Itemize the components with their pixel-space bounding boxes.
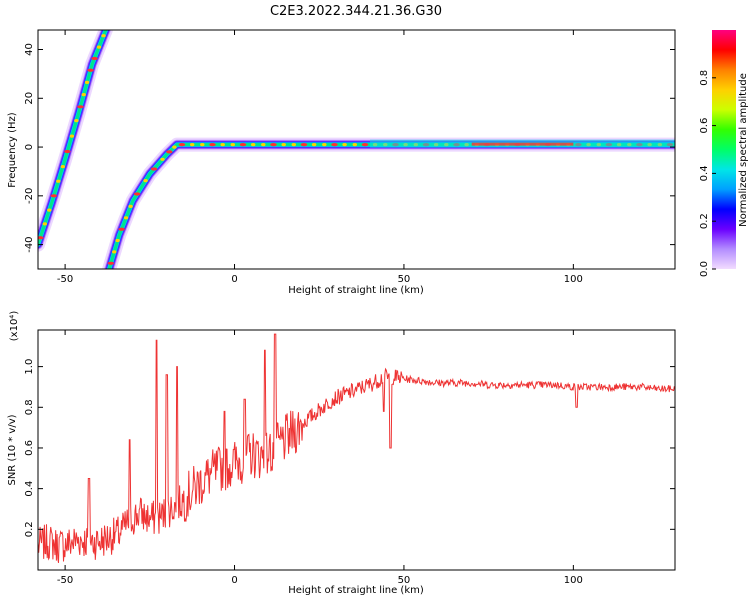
snr-y-tick-label: 0.4 xyxy=(24,481,35,497)
snr-y-tick-label: 0.2 xyxy=(24,521,35,537)
spectrogram-hotspot xyxy=(239,143,247,147)
snr-y-tick-label: 0.6 xyxy=(24,440,35,456)
snr-y-tick-label: 0.8 xyxy=(24,399,35,415)
snr-x-tick-label: 50 xyxy=(398,575,411,586)
snr-y-axis-label: SNR (10 * v/v) xyxy=(7,414,18,485)
spectrogram-hotspot xyxy=(172,145,177,149)
spectrogram-hotspot xyxy=(47,208,52,212)
spectrogram-hotspot xyxy=(69,134,75,138)
spectrogram-hotspot xyxy=(50,194,57,198)
spectrogram-hotspot xyxy=(87,68,94,72)
spectrogram-hotspot xyxy=(361,143,369,147)
spectrogram-hotspot xyxy=(281,143,286,147)
snr-x-tick-label: 0 xyxy=(231,575,237,586)
spectrogram-hotspot xyxy=(107,261,115,265)
spectrogram-panel: -50 0 50 100 -40 -20 0 20 40 Height of straight … xyxy=(7,29,676,296)
snr-series-line xyxy=(38,333,675,563)
spectrogram-x-axis-label: Height of straight line (km) xyxy=(288,285,424,296)
spectrogram-hotspot xyxy=(342,143,347,147)
snr-ticks: -50 0 50 100 0.2 0.4 0.6 0.8 1.0 xyxy=(24,330,675,586)
spectrogram-y-tick-label: -20 xyxy=(24,188,35,204)
snr-frame xyxy=(37,329,676,571)
spectrogram-hotspot xyxy=(42,222,47,226)
spectrogram-hotspot xyxy=(56,179,61,183)
spectrogram-hotspot xyxy=(91,56,98,61)
colorbar-gradient xyxy=(712,30,736,269)
spectrogram-x-tick-label: 100 xyxy=(564,274,583,285)
spectrogram-hotspot xyxy=(60,165,65,169)
colorbar-tick-label: 0.8 xyxy=(699,70,710,86)
spectrogram-hotspot xyxy=(77,105,84,109)
colorbar-tick-label: 0.6 xyxy=(699,118,710,134)
spectrogram-hotspot xyxy=(112,250,117,254)
spectrogram-hotspot xyxy=(160,157,165,161)
spectrogram-x-tick-label: -50 xyxy=(57,274,73,285)
snr-x-tick-label: 100 xyxy=(564,575,583,586)
colorbar: 0.0 0.2 0.4 0.6 0.8 Normalized spectral ampl… xyxy=(699,30,749,277)
spectrogram-hotspot xyxy=(133,192,141,196)
colorbar-tick-label: 0.4 xyxy=(699,165,710,181)
spectrogram-hotspot xyxy=(74,119,79,123)
spectrogram-hotspot xyxy=(220,143,225,147)
spectrogram-y-axis-label: Frequency (Hz) xyxy=(7,112,18,188)
spectrogram-frame xyxy=(37,29,676,270)
spectrogram-hotspot xyxy=(230,143,235,147)
spectrogram-hotspot xyxy=(166,150,173,154)
spectrogram-hotspot xyxy=(322,143,327,147)
spectrogram-hotspot xyxy=(64,149,71,154)
spectrogram-y-tick-label: 20 xyxy=(24,92,35,105)
colorbar-label: Normalized spectral amplitude xyxy=(738,73,749,227)
spectrogram-heat-layer xyxy=(38,30,675,269)
spectrogram-hotspot xyxy=(352,143,357,147)
spectrogram-hotspot xyxy=(123,216,129,220)
spectrogram-hotspot xyxy=(118,227,125,231)
spectrogram-hotspot xyxy=(84,80,90,84)
spectrogram-hotspot xyxy=(96,45,102,49)
spectrogram-ridge-main-ridge xyxy=(107,143,675,269)
spectrogram-hotspot xyxy=(311,143,317,147)
snr-y-tick-label: 1.0 xyxy=(24,359,35,375)
spectrogram-hotspot xyxy=(261,143,266,147)
spectrogram-y-tick-label: -40 xyxy=(24,236,35,252)
spectrogram-x-tick-label: 50 xyxy=(398,274,411,285)
spectrogram-hotspot xyxy=(251,143,256,147)
spectrogram-y-tick-label: 40 xyxy=(24,43,35,56)
spectrogram-band-core xyxy=(471,142,574,146)
spectrogram-hotspot xyxy=(143,179,148,183)
snr-y-multiplier: (x10⁴) xyxy=(9,311,20,342)
spectrogram-hotspot xyxy=(178,143,186,147)
spectrogram-hotspot xyxy=(81,93,86,97)
spectrogram-hotspot xyxy=(101,34,106,38)
spectrogram-hotspot xyxy=(209,143,216,147)
snr-plot-area xyxy=(38,330,675,570)
spectrogram-hotspot xyxy=(270,143,277,147)
colorbar-tick-label: 0.2 xyxy=(699,213,710,229)
colorbar-tick-label: 0.0 xyxy=(699,261,710,277)
spectrogram-hotspot xyxy=(331,143,338,147)
spectrogram-y-tick-label: 0 xyxy=(24,144,35,150)
spectrogram-hotspot xyxy=(128,204,133,208)
spectrogram-hotspot xyxy=(291,143,296,147)
snr-x-axis-label: Height of straight line (km) xyxy=(288,585,424,596)
snr-x-tick-label: -50 xyxy=(57,575,73,586)
figure-title: C2E3.2022.344.21.36.G30 xyxy=(270,4,442,19)
spectrogram-hotspot xyxy=(300,143,308,147)
spectrogram-hotspot xyxy=(38,236,44,240)
snr-panel: -50 0 50 100 0.2 0.4 0.6 0.8 1.0 Height of strai… xyxy=(7,311,676,596)
spectrogram-ticks: -50 0 50 100 -40 -20 0 20 40 xyxy=(24,30,675,285)
spectrogram-hotspot xyxy=(115,238,120,243)
colorbar-ticks: 0.0 0.2 0.4 0.6 0.8 xyxy=(699,70,716,277)
spectrogram-hotspot xyxy=(150,167,158,171)
spectrogram-hotspot xyxy=(190,143,195,147)
spectrogram-hotspot xyxy=(200,143,205,147)
spectrogram-x-tick-label: 0 xyxy=(231,274,237,285)
